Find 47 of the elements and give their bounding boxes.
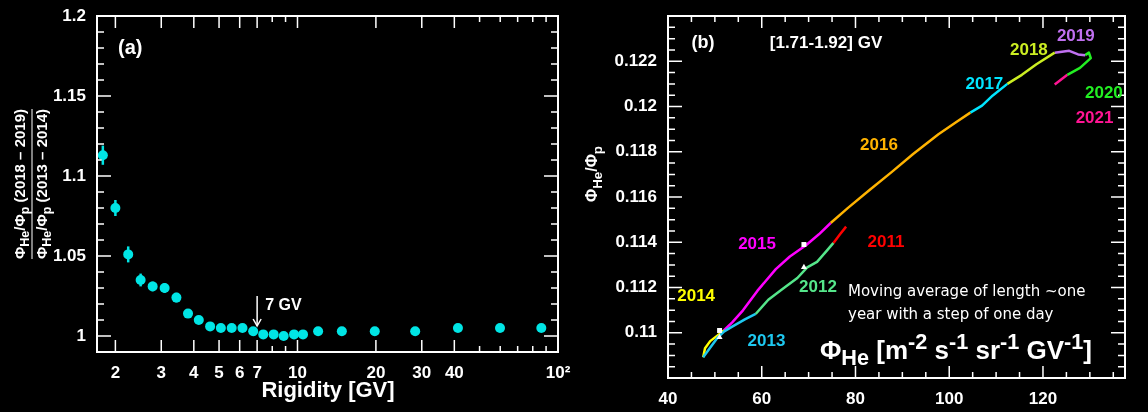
series-label: 2013 [747,331,786,351]
y-tick-label: 1.1 [62,165,86,185]
y-tick-label: 0.12 [623,96,657,116]
x-tick-label: 120 [1028,388,1058,408]
x-tick-label: 2 [110,362,121,382]
point [801,242,807,247]
y-tick-label: 1.05 [52,245,86,265]
annotation: (b) [691,31,715,52]
series-label: 2019 [1056,26,1095,46]
x-tick-label: 80 [846,388,865,408]
point [717,328,723,333]
x-tick-label: 5 [214,362,224,382]
point [716,333,723,340]
y-tick-label: 1 [76,325,86,345]
y-tick-label: 0.122 [614,50,657,70]
series-label: 2017 [965,73,1004,93]
annotation: 7 GV [265,296,302,314]
series-label: 2021 [1075,107,1114,127]
x-tick-label: 3 [156,362,166,382]
x-tick-label: 7 [252,362,262,382]
y-tick-label: 0.118 [615,141,657,161]
series-label: 2016 [860,134,898,154]
annotation: [1.71-1.92] GV [769,32,883,52]
x-tick-label: 4 [189,362,200,382]
y-tick-label: 0.116 [615,186,657,206]
point [800,263,807,269]
series-label: 2020 [1084,82,1123,102]
x-tick-label: 40 [444,362,464,382]
annotation: (a) [118,35,143,58]
y-tick-label: 1.2 [62,5,86,25]
y-tick-label: 0.112 [615,277,657,297]
x-tick-label: 10² [545,362,571,382]
y-tick-label: 1.15 [52,85,86,105]
series-label: 2014 [677,286,716,306]
x-tick-label: 30 [412,362,432,382]
text: Φ$_{He}$ [m$^{-2}$ s$^{-1}$ sr$^{-1}$ GV$^{-1}$] [819,329,1093,370]
x-tick-label: 100 [935,388,964,408]
x-tick-label: 40 [658,388,678,408]
y-tick-label: 0.114 [615,231,658,251]
series-label: 2015 [738,234,776,254]
y-tick-label: 0.11 [624,322,657,342]
x-tick-label: 60 [752,388,772,408]
x-tick-label: 6 [234,362,245,382]
series-label: 2012 [799,277,837,297]
series-label: 2011 [867,231,905,251]
annotation: Moving average of length ~one year with a step of one day [848,281,1086,323]
series-label: 2018 [1010,39,1048,59]
